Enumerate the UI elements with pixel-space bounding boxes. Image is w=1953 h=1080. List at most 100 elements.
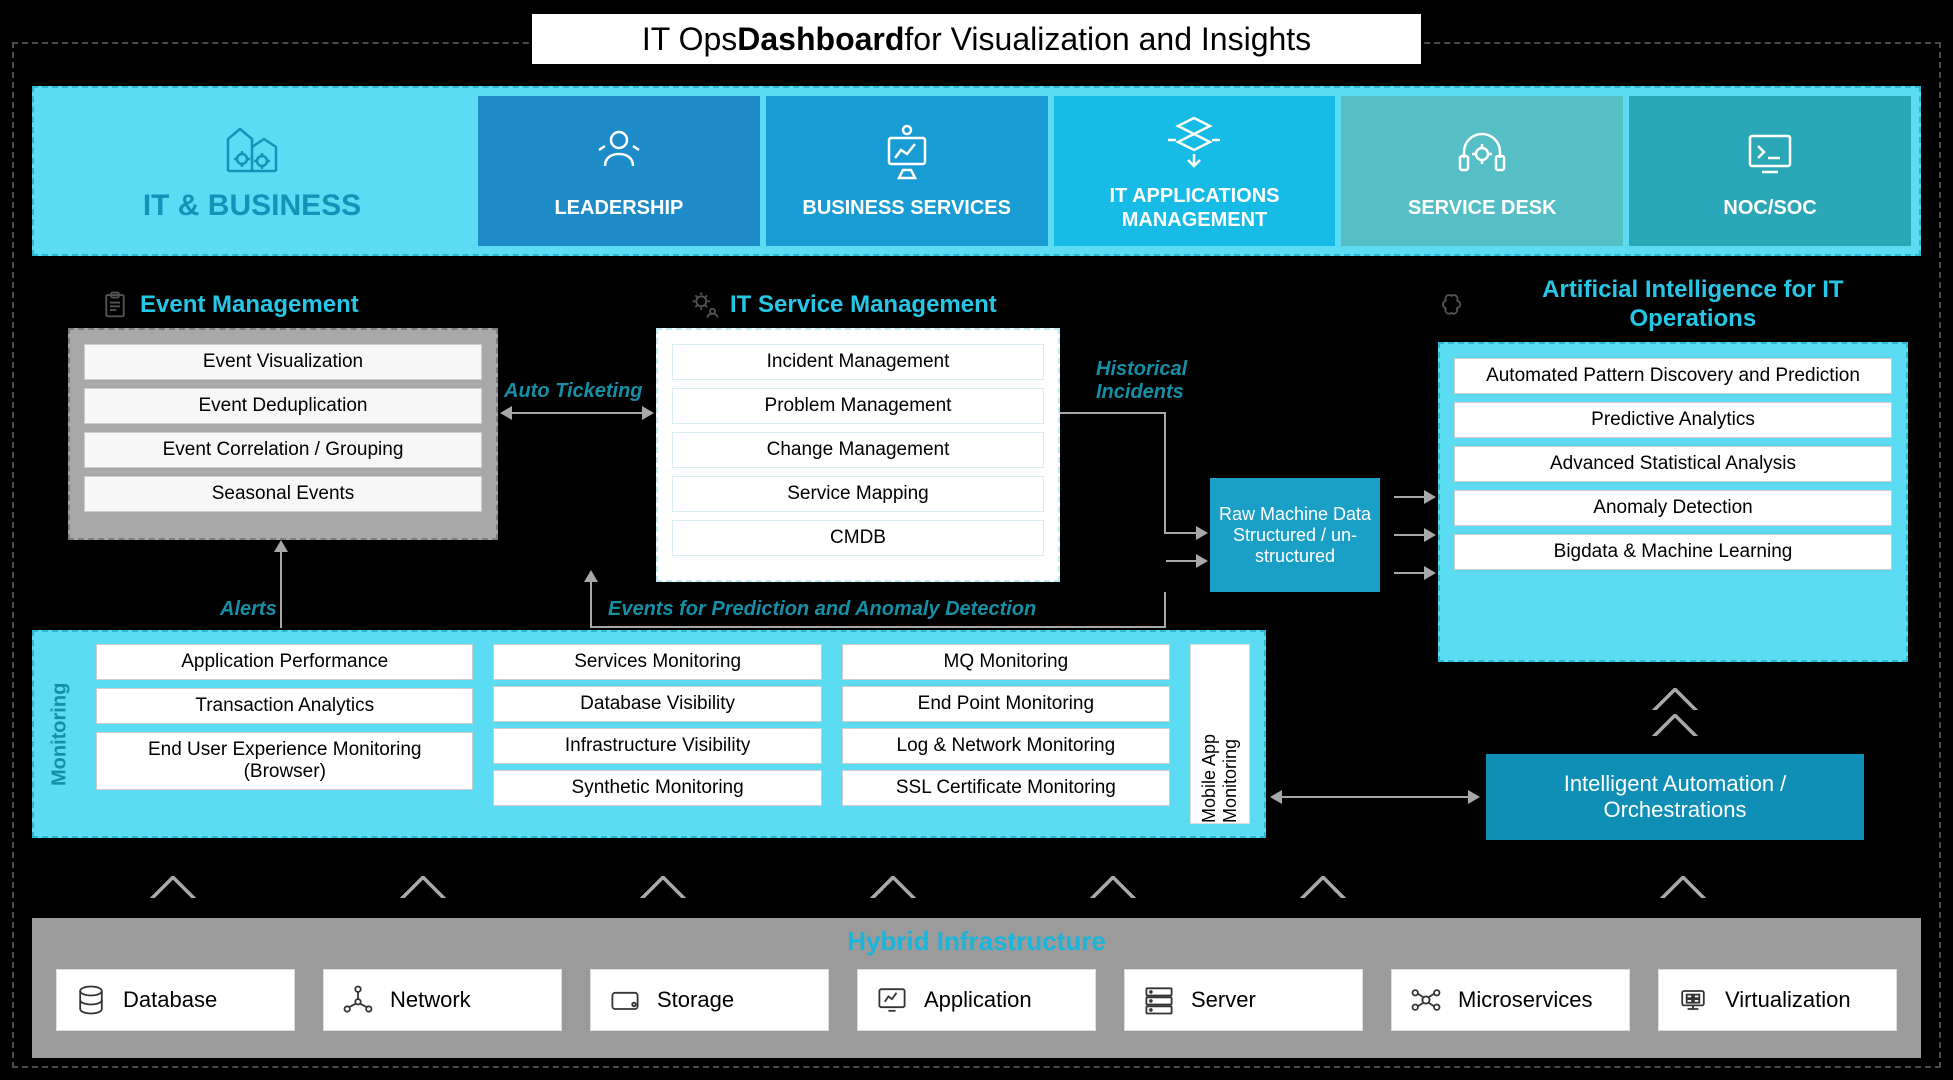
flow-historical: Historical Incidents	[1096, 358, 1216, 404]
arrow-raw-ai-3	[1394, 572, 1424, 574]
micro-icon	[1408, 982, 1444, 1018]
itsm-title-text: IT Service Management	[730, 291, 997, 319]
aiops-item: Advanced Statistical Analysis	[1454, 446, 1892, 482]
diagram-canvas: IT Ops Dashboard for Visualization and I…	[0, 0, 1953, 1080]
aiops-box: Automated Pattern Discovery and Predicti…	[1438, 342, 1908, 662]
monitoring-item: End Point Monitoring	[842, 686, 1170, 722]
header-cell-label: SERVICE DESK	[1408, 196, 1557, 220]
monitoring-mobile-label: Mobile App Monitoring	[1199, 645, 1241, 823]
header-left-label: IT & BUSINESS	[143, 189, 361, 223]
chev-ai-auto-1	[1652, 688, 1698, 710]
monitoring-box: Application Performance Transaction Analy…	[32, 630, 1266, 838]
arrow-hist-into-raw	[1166, 532, 1196, 534]
conn-mon-raw-v	[1164, 592, 1166, 628]
infra-cell-virt: Virtualization	[1658, 969, 1897, 1031]
terminal-icon	[1738, 122, 1802, 186]
monitoring-item: Log & Network Monitoring	[842, 728, 1170, 764]
header-cell-1: BUSINESS SERVICES	[766, 96, 1048, 246]
infra-cell-net: Network	[323, 969, 562, 1031]
infra-label: Server	[1191, 987, 1256, 1013]
infra-cell-db: Database	[56, 969, 295, 1031]
itsm-box: Incident ManagementProblem ManagementCha…	[656, 328, 1060, 582]
aiops-title: Artificial Intelligence for IT Operation…	[1438, 276, 1908, 334]
monitoring-item: Database Visibility	[493, 686, 821, 722]
monitoring-item: Infrastructure Visibility	[493, 728, 821, 764]
title-pre: IT Ops	[642, 21, 737, 58]
monitoring-item: Synthetic Monitoring	[493, 770, 821, 806]
flow-auto-ticketing: Auto Ticketing	[504, 380, 643, 403]
arrow-raw-ai-2	[1394, 534, 1424, 536]
buildings-gear-icon	[220, 119, 284, 183]
header-cell-label: IT APPLICATIONS MANAGEMENT	[1054, 184, 1336, 232]
monitoring-item: End User Experience Monitoring (Browser)	[96, 732, 473, 790]
infra-label: Database	[123, 987, 217, 1013]
arrow-mon-raw	[1166, 560, 1196, 562]
infra-label: Network	[390, 987, 471, 1013]
aiops-item: Automated Pattern Discovery and Predicti…	[1454, 358, 1892, 394]
arrow-evt-itsm	[512, 412, 642, 414]
infra-cell-app: Application	[857, 969, 1096, 1031]
monitoring-item: Application Performance	[96, 644, 473, 680]
event-mgmt-item: Seasonal Events	[84, 476, 482, 512]
infra-label: Application	[924, 987, 1032, 1013]
chart-person-icon	[875, 122, 939, 186]
header-cell-label: NOC/SOC	[1723, 196, 1816, 220]
aiops-title-text: Artificial Intelligence for IT Operation…	[1478, 276, 1908, 334]
header-cell-2: IT APPLICATIONS MANAGEMENT	[1054, 96, 1336, 246]
conn-itsm-down	[590, 582, 592, 628]
infra-cell-disk: Storage	[590, 969, 829, 1031]
title-bold: Dashboard	[737, 21, 904, 58]
event-mgmt-item: Event Visualization	[84, 344, 482, 380]
chev-infra-3	[870, 876, 916, 898]
header-cell-0: LEADERSHIP	[478, 96, 760, 246]
stack-arrows-icon	[1162, 110, 1226, 174]
clipboard-icon	[100, 290, 130, 320]
app-icon	[874, 982, 910, 1018]
header-cell-label: BUSINESS SERVICES	[802, 196, 1011, 220]
chev-infra-2	[640, 876, 686, 898]
event-mgmt-title-text: Event Management	[140, 291, 359, 319]
arrow-raw-ai-1	[1394, 496, 1424, 498]
title-post: for Visualization and Insights	[904, 21, 1311, 58]
raw-data-box: Raw Machine Data Structured / un-structu…	[1210, 478, 1380, 592]
chev-infra-6	[1660, 876, 1706, 898]
disk-icon	[607, 982, 643, 1018]
conn-events-h	[590, 626, 1166, 628]
raw-data-label: Raw Machine Data Structured / un-structu…	[1218, 504, 1372, 567]
itsm-item: Incident Management	[672, 344, 1044, 380]
title-banner: IT Ops Dashboard for Visualization and I…	[530, 12, 1423, 66]
automation-box: Intelligent Automation / Orchestrations	[1486, 754, 1864, 840]
brain-icon	[1438, 290, 1468, 320]
infra-label: Virtualization	[1725, 987, 1851, 1013]
monitoring-item: Transaction Analytics	[96, 688, 473, 724]
monitoring-item: SSL Certificate Monitoring	[842, 770, 1170, 806]
net-icon	[340, 982, 376, 1018]
infra-cell-micro: Microservices	[1391, 969, 1630, 1031]
aiops-item: Bigdata & Machine Learning	[1454, 534, 1892, 570]
aiops-item: Predictive Analytics	[1454, 402, 1892, 438]
event-mgmt-item: Event Correlation / Grouping	[84, 432, 482, 468]
arrow-mon-auto	[1282, 796, 1468, 798]
arrow-alerts	[280, 552, 282, 628]
header-left: IT & BUSINESS	[32, 86, 472, 256]
infra-label: Microservices	[1458, 987, 1592, 1013]
conn-hist-h	[1060, 412, 1166, 414]
event-mgmt-box: Event Visualization Event Deduplication Ev…	[68, 328, 498, 540]
header-bar: IT & BUSINESS LEADERSHIP BUSINESS SERVICE…	[32, 86, 1921, 256]
gear-people-icon	[690, 290, 720, 320]
event-mgmt-title: Event Management	[100, 290, 359, 320]
virt-icon	[1675, 982, 1711, 1018]
itsm-item: Service Mapping	[672, 476, 1044, 512]
monitoring-item: MQ Monitoring	[842, 644, 1170, 680]
event-mgmt-item: Event Deduplication	[84, 388, 482, 424]
monitoring-mobile: Mobile App Monitoring	[1190, 644, 1250, 824]
itsm-item: Problem Management	[672, 388, 1044, 424]
itsm-title: IT Service Management	[690, 290, 997, 320]
chev-infra-0	[150, 876, 196, 898]
header-cell-3: SERVICE DESK	[1341, 96, 1623, 246]
infra-cell-server: Server	[1124, 969, 1363, 1031]
leader-icon	[587, 122, 651, 186]
aiops-item: Anomaly Detection	[1454, 490, 1892, 526]
chev-infra-4	[1090, 876, 1136, 898]
server-icon	[1141, 982, 1177, 1018]
